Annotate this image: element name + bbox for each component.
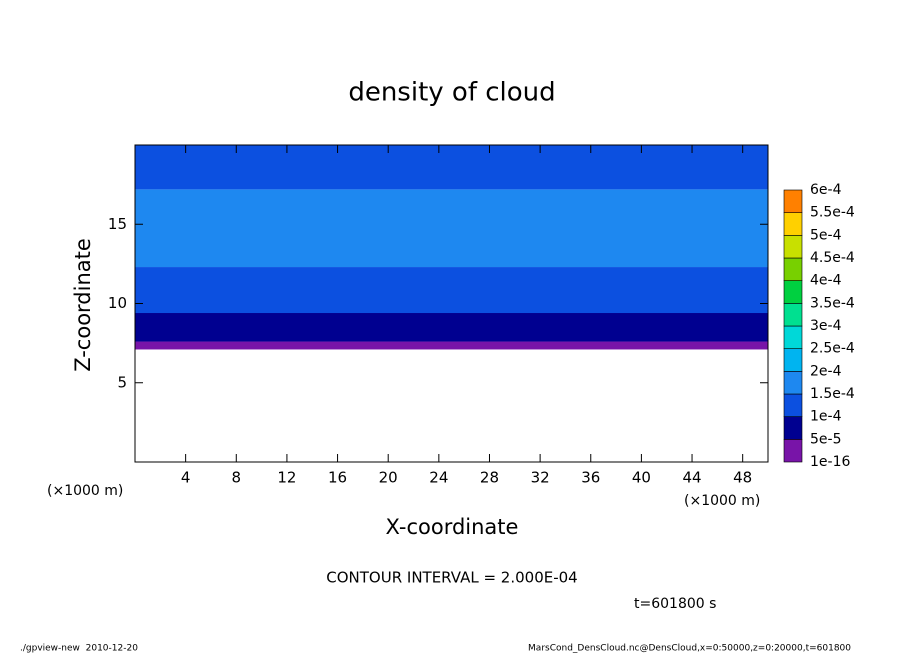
x-tick-label: 4 bbox=[181, 469, 191, 487]
contour-band bbox=[135, 189, 768, 268]
colorbar-label: 2e-4 bbox=[810, 363, 842, 379]
contour-band bbox=[135, 145, 768, 190]
x-unit: (×1000 m) bbox=[47, 483, 123, 499]
colorbar-box bbox=[783, 257, 803, 281]
footer: ./gpview-new 2010-12-20 bbox=[20, 644, 138, 654]
contour-band bbox=[135, 341, 768, 350]
colorbar-label: 5.5e-4 bbox=[810, 205, 855, 221]
y-tick-label: 5 bbox=[117, 373, 127, 391]
contour-band bbox=[135, 267, 768, 314]
colorbar-box bbox=[783, 325, 803, 349]
x-tick-label: 48 bbox=[733, 469, 752, 487]
colorbar-label: 2.5e-4 bbox=[810, 341, 855, 357]
colorbar-label: 3e-4 bbox=[810, 318, 842, 334]
colorbar-box bbox=[783, 439, 803, 463]
x-tick-label: 12 bbox=[277, 469, 296, 487]
colorbar-box bbox=[783, 393, 803, 417]
contour-band bbox=[135, 313, 768, 342]
colorbar-label: 5e-4 bbox=[810, 227, 842, 243]
y-axis-label: Z-coordinate bbox=[71, 238, 95, 372]
x-tick-label: 28 bbox=[480, 469, 499, 487]
x-tick-label: 36 bbox=[581, 469, 600, 487]
time-label: t=601800 s bbox=[634, 596, 716, 612]
colorbar-label: 1.5e-4 bbox=[810, 386, 855, 402]
x-tick-label: 32 bbox=[531, 469, 550, 487]
colorbar-label: 4e-4 bbox=[810, 273, 842, 289]
x-tick-label: 20 bbox=[379, 469, 398, 487]
y-tick-label: 10 bbox=[108, 294, 127, 312]
colorbar-label: 4.5e-4 bbox=[810, 250, 855, 266]
colorbar-box bbox=[783, 371, 803, 395]
colorbar-box bbox=[783, 235, 803, 259]
contour-note: CONTOUR INTERVAL = 2.000E-04 bbox=[326, 569, 577, 587]
colorbar-box bbox=[783, 416, 803, 440]
chart-title: density of cloud bbox=[348, 78, 555, 108]
x-tick-label: 40 bbox=[632, 469, 651, 487]
footer: MarsCond_DensCloud.nc@DensCloud,x=0:5000… bbox=[528, 644, 851, 654]
y-tick-label: 15 bbox=[108, 215, 127, 233]
colorbar-label: 6e-4 bbox=[810, 182, 842, 198]
colorbar-label: 3.5e-4 bbox=[810, 295, 855, 311]
colorbar-box bbox=[783, 303, 803, 327]
colorbar-label: 1e-16 bbox=[810, 454, 850, 470]
x-tick-label: 44 bbox=[682, 469, 701, 487]
x-tick-label: 8 bbox=[232, 469, 242, 487]
colorbar-label: 1e-4 bbox=[810, 409, 842, 425]
x-unit: (×1000 m) bbox=[684, 493, 760, 509]
colorbar-box bbox=[783, 348, 803, 372]
colorbar-box bbox=[783, 212, 803, 236]
colorbar-box bbox=[783, 280, 803, 304]
x-tick-label: 16 bbox=[328, 469, 347, 487]
colorbar-box bbox=[783, 189, 803, 213]
x-axis-label: X-coordinate bbox=[386, 515, 519, 539]
colorbar-label: 5e-5 bbox=[810, 431, 841, 447]
x-tick-label: 24 bbox=[429, 469, 448, 487]
